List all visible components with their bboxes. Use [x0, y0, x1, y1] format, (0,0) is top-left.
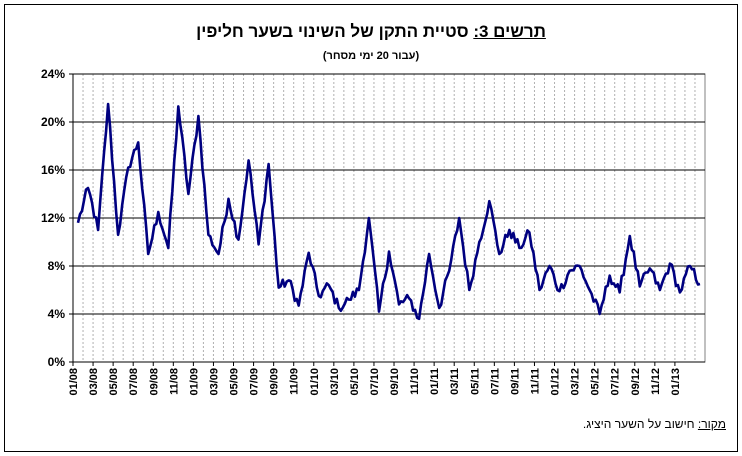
chart-title-text: סטיית התקן של השינוי בשער חליפין	[196, 22, 469, 41]
chart-title: תרשים 3: סטיית התקן של השינוי בשער חליפי…	[0, 22, 742, 42]
x-tick-label: 09/10	[389, 368, 401, 396]
y-tick-label: 16%	[41, 163, 65, 177]
x-tick-label: 05/09	[229, 368, 241, 396]
x-tick-label: 03/10	[329, 368, 341, 396]
y-tick-label: 0%	[48, 355, 66, 369]
x-tick-label: 01/12	[550, 368, 562, 396]
x-tick-label: 07/12	[610, 368, 622, 396]
y-tick-label: 24%	[41, 67, 65, 81]
x-tick-label: 01/13	[670, 368, 682, 396]
x-tick-label: 11/11	[529, 368, 541, 394]
x-tick-label: 03/11	[449, 368, 461, 395]
x-tick-label: 03/12	[570, 368, 582, 396]
x-tick-label: 05/08	[108, 368, 120, 396]
y-tick-label: 4%	[48, 307, 66, 321]
x-tick-label: 01/10	[309, 368, 321, 396]
source-text: חישוב על השער היציג.	[582, 417, 698, 431]
x-tick-label: 11/08	[168, 368, 180, 395]
source-label: מקור:	[697, 417, 726, 431]
x-tick-label: 07/11	[489, 368, 501, 395]
chart-title-prefix: תרשים 3:	[473, 22, 546, 41]
x-tick-label: 09/09	[269, 368, 281, 396]
x-tick-label: 01/08	[68, 368, 80, 396]
source-note: מקור: חישוב על השער היציג.	[583, 417, 726, 431]
x-tick-label: 11/10	[409, 368, 421, 395]
chart-subtitle: (עבור 20 ימי מסחר)	[322, 50, 420, 62]
x-tick-label: 07/08	[128, 368, 140, 396]
x-tick-label: 07/09	[249, 368, 261, 396]
x-tick-label: 11/12	[650, 368, 662, 395]
x-tick-label: 09/12	[630, 368, 642, 396]
x-tick-label: 07/10	[369, 368, 381, 396]
x-tick-label: 05/11	[469, 368, 481, 395]
x-tick-label: 05/12	[590, 368, 602, 396]
x-tick-label: 11/09	[289, 368, 301, 395]
y-tick-label: 20%	[41, 115, 65, 129]
x-tick-label: 09/08	[148, 368, 160, 396]
series-line	[76, 102, 701, 321]
x-tick-label: 09/11	[509, 368, 521, 395]
x-tick-label: 01/09	[188, 368, 200, 396]
x-tick-label: 03/09	[208, 368, 220, 396]
x-tick-label: 01/11	[429, 368, 441, 395]
y-tick-label: 8%	[48, 259, 66, 273]
y-tick-label: 12%	[41, 211, 65, 225]
x-tick-label: 05/10	[349, 368, 361, 396]
x-tick-label: 03/08	[88, 368, 100, 396]
